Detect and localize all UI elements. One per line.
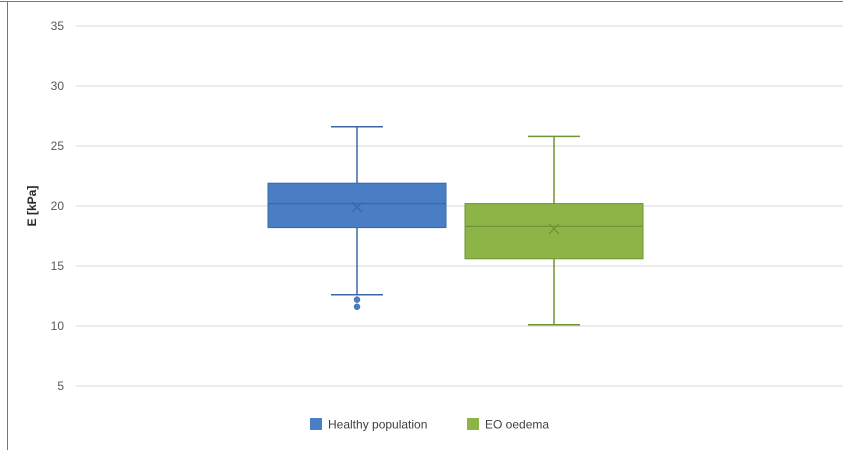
legend-swatch [310, 418, 322, 430]
box-1 [267, 126, 447, 311]
legend: Healthy population EO oedema [310, 418, 549, 432]
mean-marker [351, 201, 363, 213]
mean-marker [548, 223, 560, 235]
legend-item: Healthy population [310, 418, 427, 432]
y-tick-label: 20 [51, 199, 65, 213]
legend-swatch [467, 418, 479, 430]
box-series [267, 126, 644, 326]
iqr-box [464, 203, 644, 260]
y-tick-label: 35 [51, 19, 65, 33]
frame-left-border [7, 1, 8, 450]
y-tick-labels: 5 10 15 20 25 30 35 [51, 19, 65, 393]
iqr-box [267, 182, 447, 229]
y-axis-label: E [kPa] [25, 186, 39, 227]
outlier-point [353, 296, 361, 303]
y-tick-label: 10 [51, 319, 65, 333]
y-tick-label: 30 [51, 79, 65, 93]
legend-label: Healthy population [328, 418, 427, 432]
y-tick-label: 5 [57, 379, 64, 393]
outlier-point [353, 303, 361, 311]
box-2 [464, 135, 644, 326]
frame-top-border [0, 1, 843, 2]
y-tick-label: 15 [51, 259, 65, 273]
gridlines [76, 25, 843, 387]
legend-label: EO oedema [485, 418, 549, 432]
y-tick-label: 25 [51, 139, 65, 153]
legend-item: EO oedema [467, 418, 549, 432]
